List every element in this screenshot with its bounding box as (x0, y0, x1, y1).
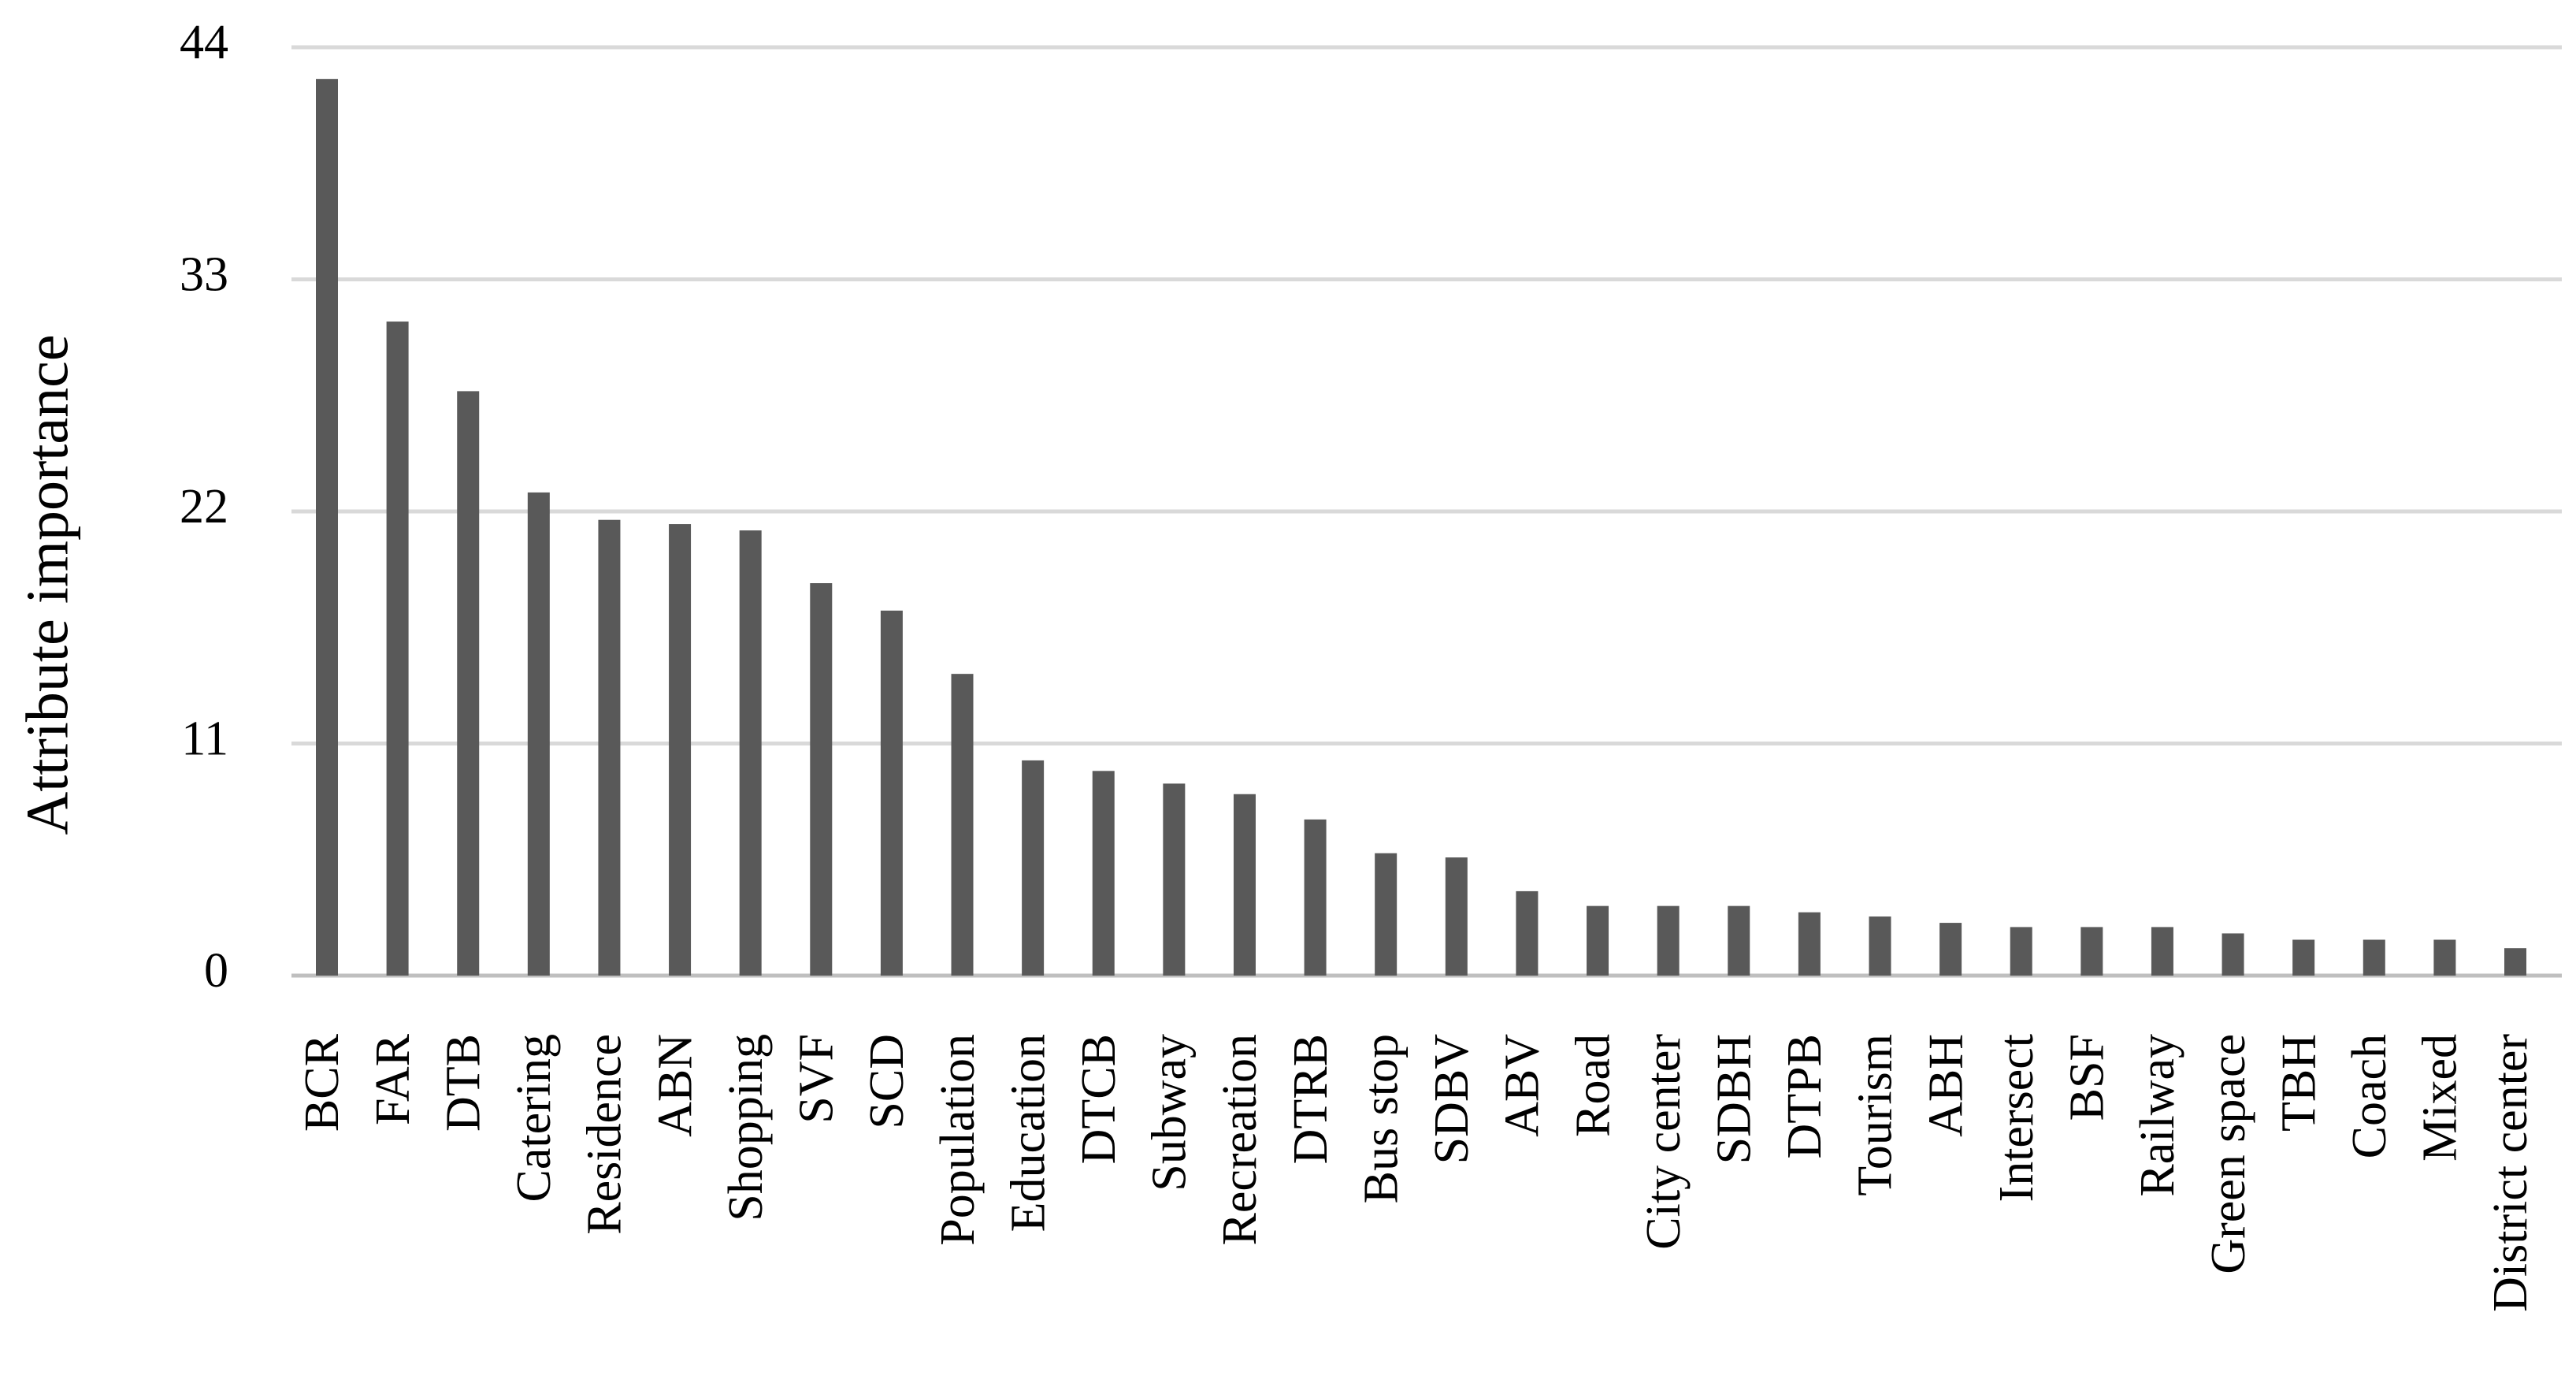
x-category-label: SCD (860, 1034, 914, 1129)
bar (527, 492, 550, 976)
bar (2363, 939, 2385, 976)
x-category-label: Tourism (1849, 1034, 1902, 1196)
x-category-label: Shopping (719, 1034, 773, 1221)
bars (316, 79, 2526, 976)
x-category-label: ABN (648, 1034, 702, 1137)
x-category-label: SDBV (1425, 1034, 1479, 1165)
bar (951, 674, 974, 976)
x-category-label: Road (1566, 1034, 1620, 1137)
y-tick-label: 0 (204, 944, 228, 998)
x-category-label: DTB (436, 1034, 490, 1132)
bar (1163, 783, 1186, 976)
x-category-label: DTRB (1284, 1034, 1338, 1164)
x-category-label: Subway (1143, 1034, 1197, 1192)
bar (1869, 916, 1891, 976)
x-category-label: SVF (790, 1034, 844, 1124)
bar (1516, 890, 1539, 976)
x-category-label: Coach (2343, 1034, 2396, 1158)
x-category-label: ABV (1496, 1034, 1550, 1137)
y-axis-title: Attribute importance (14, 334, 80, 835)
bar (1375, 853, 1397, 976)
bar (1233, 794, 1256, 976)
gridlines (291, 45, 2562, 978)
x-category-label: Population (931, 1034, 985, 1246)
x-category-label: BSF (2061, 1034, 2114, 1121)
y-tick-label: 11 (181, 712, 228, 766)
x-category-label: ABH (1919, 1034, 1973, 1137)
bar (810, 583, 833, 976)
x-category-label: BCR (295, 1033, 349, 1132)
bar (2222, 933, 2244, 976)
bar (2292, 939, 2315, 976)
bar (2080, 927, 2103, 976)
y-tick-label: 33 (180, 248, 228, 302)
x-category-label: Intersect (1990, 1034, 2043, 1202)
bar (1728, 905, 1750, 976)
bar (1022, 760, 1045, 976)
x-category-label: SDBH (1707, 1034, 1761, 1164)
x-category-label: Residence (578, 1034, 632, 1235)
x-category-label: Bus stop (1354, 1034, 1408, 1203)
bar (316, 79, 338, 976)
y-tick-label: 44 (180, 16, 228, 69)
x-category-label: DTCB (1072, 1034, 1126, 1164)
bar (2433, 939, 2456, 976)
x-category-label: Education (1001, 1034, 1055, 1232)
bar (1092, 771, 1115, 976)
bar (739, 530, 762, 976)
x-category-label: City center (1637, 1034, 1691, 1250)
bar (598, 519, 621, 976)
bar (2504, 948, 2526, 976)
x-category-label: Recreation (1213, 1034, 1267, 1246)
bar (2151, 927, 2173, 976)
bar (2010, 927, 2032, 976)
bar (1445, 857, 1468, 976)
bar (1657, 905, 1680, 976)
y-tick-label: 22 (180, 480, 228, 533)
bar (457, 391, 480, 976)
bar (1304, 819, 1327, 976)
x-axis-categories: BCR FAR DTB Catering Residence ABN Shopping SVF… (295, 1033, 2537, 1312)
bar (669, 524, 692, 976)
bar (880, 610, 903, 976)
x-category-label: Mixed (2414, 1034, 2467, 1162)
x-category-label: DTPB (1778, 1034, 1832, 1158)
x-category-label: Railway (2131, 1034, 2184, 1197)
bar (1798, 912, 1821, 976)
bar (386, 322, 409, 976)
bar (1939, 923, 1962, 976)
x-category-label: Green space (2202, 1034, 2255, 1274)
x-category-label: Catering (507, 1034, 561, 1203)
x-category-label: TBH (2272, 1034, 2325, 1132)
y-axis-ticks: 0 11 22 33 44 (180, 16, 228, 998)
x-category-label: FAR (366, 1033, 420, 1125)
x-category-label: District center (2484, 1034, 2537, 1312)
bar (1587, 905, 1609, 976)
